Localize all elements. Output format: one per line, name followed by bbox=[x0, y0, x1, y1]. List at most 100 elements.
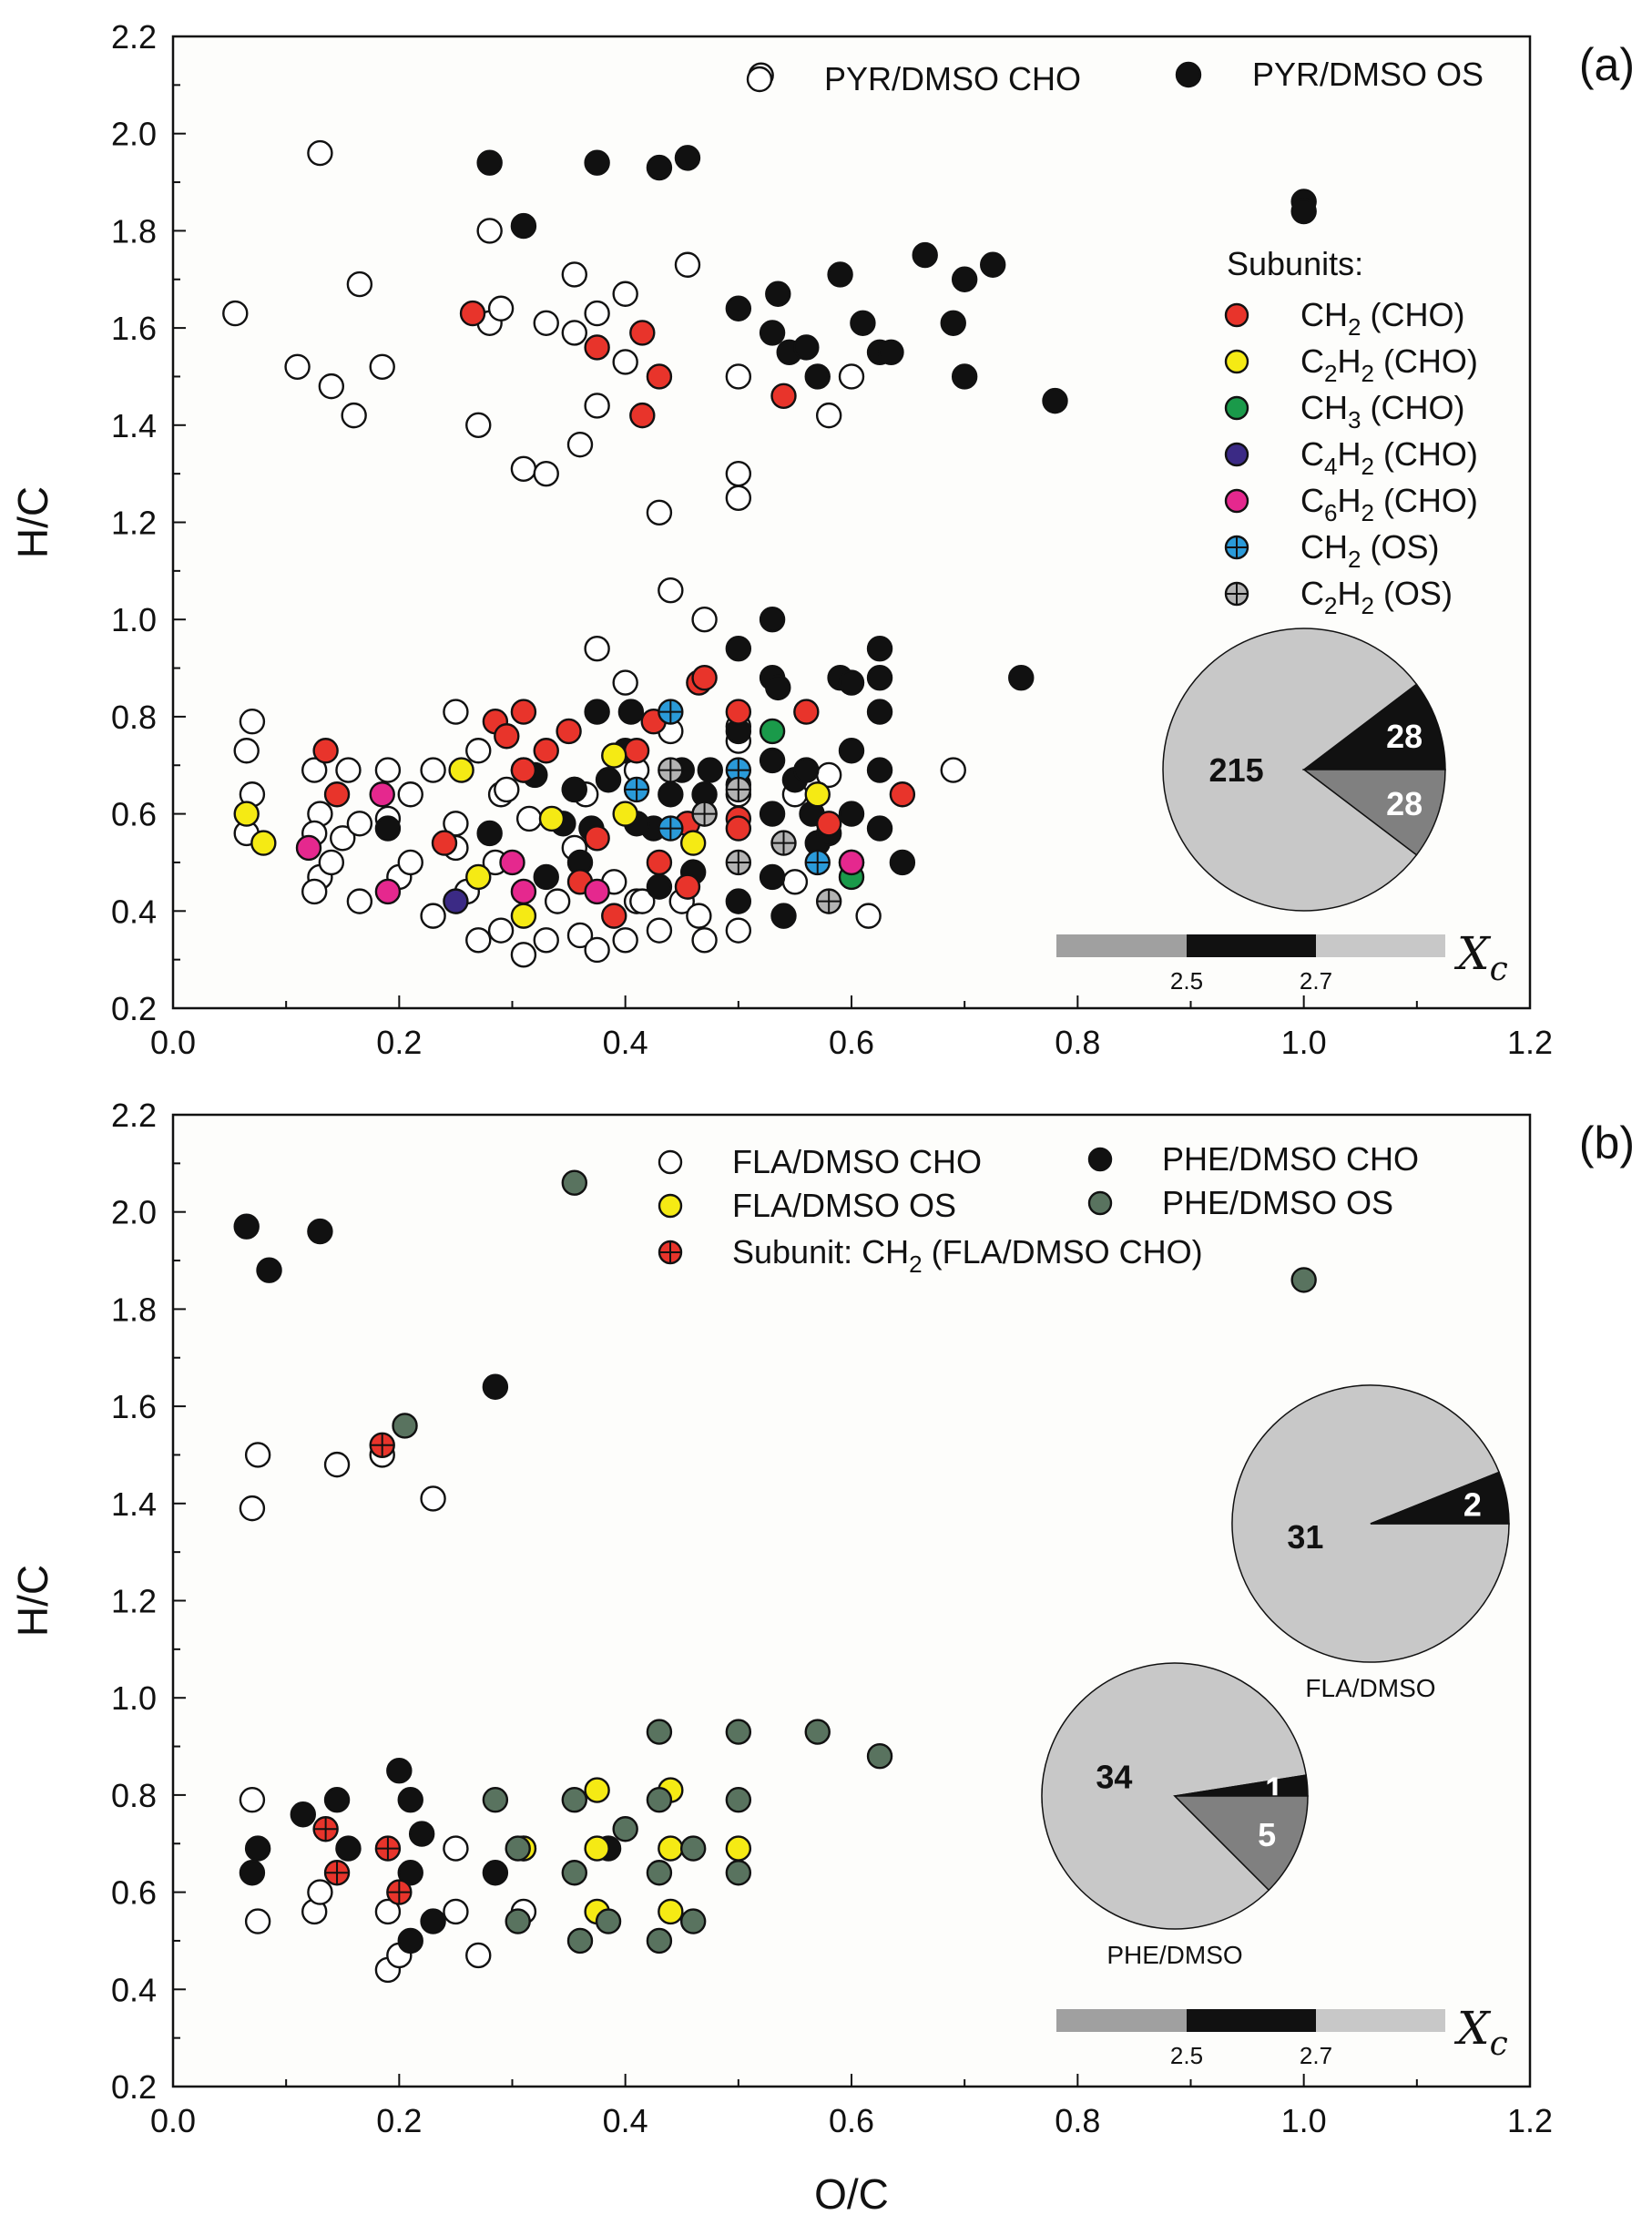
series-phe-dmso-os bbox=[392, 1169, 1317, 1954]
x-tick-label: 0.4 bbox=[603, 1024, 648, 1061]
point-pyr-dmso-cho bbox=[487, 917, 515, 944]
panel-label: (b) bbox=[1579, 1118, 1635, 1169]
pie-slice-label: 34 bbox=[1096, 1758, 1132, 1795]
point-pyr-dmso-os bbox=[725, 636, 752, 662]
point-ch2-cho bbox=[629, 402, 656, 429]
legend-label-formula: C6​H2​ (CHO) bbox=[1300, 482, 1478, 526]
point-c6h2-cho bbox=[295, 834, 322, 862]
point-phe-dmso-os bbox=[561, 1787, 587, 1813]
point-ch2-cho bbox=[623, 738, 650, 764]
panel-label: (a) bbox=[1579, 39, 1635, 90]
legend-marker-c6h2-cho bbox=[1224, 488, 1249, 514]
xc-label: Xc bbox=[1453, 2002, 1508, 2063]
point-ch2-cho bbox=[629, 320, 656, 346]
point-pyr-dmso-cho bbox=[584, 393, 610, 419]
point-pyr-dmso-os bbox=[951, 266, 978, 292]
xc-tick-label: 2.5 bbox=[1170, 967, 1203, 995]
point-pyr-dmso-cho bbox=[397, 781, 423, 808]
point-ch2-cho bbox=[584, 334, 610, 361]
point-pyr-dmso-os bbox=[827, 261, 853, 288]
point-pyr-dmso-cho bbox=[940, 757, 966, 783]
y-tick-label: 1.8 bbox=[111, 212, 157, 250]
point-pyr-dmso-cho bbox=[420, 903, 446, 929]
point-phe-dmso-os bbox=[561, 1169, 587, 1196]
y-tick-label: 0.8 bbox=[111, 1777, 157, 1814]
y-axis-title: H/C bbox=[9, 486, 56, 558]
legend: PYR/DMSO CHO PYR/DMSO OS Subunits: CH2​ (CH… bbox=[746, 56, 1484, 619]
point-pyr-dmso-cho bbox=[781, 869, 809, 895]
y-tick-label: 0.8 bbox=[111, 699, 157, 736]
point-pyr-dmso-os bbox=[866, 636, 893, 662]
point-pyr-dmso-cho bbox=[561, 261, 587, 288]
point-pyr-dmso-os bbox=[878, 339, 904, 365]
point-phe-dmso-cho bbox=[290, 1801, 316, 1828]
point-pyr-dmso-cho bbox=[725, 485, 752, 512]
x-tick-label: 0.4 bbox=[603, 2102, 648, 2139]
point-c2h2-cho bbox=[465, 863, 492, 891]
point-ch2-cho bbox=[556, 718, 582, 745]
x-tick-label: 1.2 bbox=[1507, 2102, 1553, 2139]
point-pyr-dmso-cho bbox=[443, 699, 469, 725]
point-c6h2-cho bbox=[499, 849, 525, 876]
point-pyr-dmso-os bbox=[1042, 387, 1068, 414]
point-fla-dmso-cho bbox=[323, 1451, 351, 1478]
y-tick-label: 0.2 bbox=[111, 990, 157, 1027]
point-pyr-dmso-cho bbox=[465, 738, 492, 764]
point-pyr-dmso-os bbox=[584, 149, 610, 176]
point-pyr-dmso-os bbox=[658, 781, 684, 808]
point-phe-dmso-os bbox=[646, 1719, 673, 1745]
legend-label: PHE/DMSO CHO bbox=[1162, 1140, 1419, 1178]
point-ch3-cho bbox=[759, 718, 786, 745]
y-tick-label: 1.6 bbox=[111, 1388, 157, 1425]
point-ch2-cho bbox=[770, 383, 797, 409]
panel-b: 0.0 0.2 0.4 0.6 0.8 1.0 1.20.20.40.60.81.01.21… bbox=[9, 1097, 1635, 2218]
y-tick-label: 1.4 bbox=[111, 407, 157, 444]
pie-caption: PHE/DMSO bbox=[1106, 1941, 1242, 1969]
point-phe-dmso-os bbox=[612, 1816, 638, 1842]
x-tick-label: 0.6 bbox=[829, 2102, 874, 2139]
legend-subunits-title: Subunits: bbox=[1227, 245, 1363, 282]
x-axis-title: O/C bbox=[814, 2170, 889, 2218]
legend-label: Subunit: CH2​ (FLA/DMSO CHO) bbox=[732, 1233, 1203, 1278]
point-ch2-cho bbox=[815, 811, 842, 837]
point-pyr-dmso-cho bbox=[494, 776, 520, 803]
pie-slice-label: 215 bbox=[1209, 751, 1264, 789]
point-c2h2-cho bbox=[250, 830, 277, 856]
legend-label: FLA/DMSO OS bbox=[732, 1187, 956, 1224]
point-ch2-cho bbox=[584, 825, 610, 852]
point-c6h2-cho bbox=[584, 878, 610, 905]
xc-tick-label: 2.7 bbox=[1300, 967, 1332, 995]
point-fla-dmso-os bbox=[725, 1835, 752, 1862]
point-c6h2-cho bbox=[369, 781, 395, 808]
point-pyr-dmso-cho bbox=[346, 270, 373, 298]
point-phe-dmso-os bbox=[1290, 1267, 1317, 1293]
point-pyr-dmso-os bbox=[674, 145, 701, 171]
point-ch2-cho bbox=[431, 830, 458, 856]
point-pyr-dmso-os bbox=[940, 310, 966, 336]
x-tick-label: 0.0 bbox=[150, 2102, 196, 2139]
point-ch2-cho bbox=[601, 903, 627, 929]
point-phe-dmso-os bbox=[392, 1413, 418, 1439]
point-c2h2-cho bbox=[679, 830, 707, 856]
xc-bar-segment bbox=[1187, 2009, 1316, 2032]
point-ch2-cho bbox=[725, 815, 752, 842]
point-fla-dmso-os bbox=[584, 1835, 610, 1862]
y-tick-label: 2.2 bbox=[111, 1097, 157, 1134]
point-ch2-cho bbox=[494, 723, 520, 750]
point-fla-dmso-cho bbox=[443, 1898, 469, 1925]
point-pyr-dmso-os bbox=[765, 281, 791, 307]
point-phe-dmso-cho bbox=[482, 1373, 509, 1400]
x-tick-label: 0.6 bbox=[829, 1024, 874, 1061]
point-ch2-cho bbox=[646, 849, 673, 876]
point-phe-dmso-cho bbox=[397, 1860, 423, 1886]
pie-slice bbox=[1301, 683, 1446, 771]
point-c2h2-cho bbox=[233, 801, 260, 827]
legend-label-formula: CH3​ (CHO) bbox=[1300, 389, 1464, 434]
point-pyr-dmso-cho bbox=[566, 431, 594, 458]
y-tick-label: 1.8 bbox=[111, 1291, 157, 1328]
point-pyr-dmso-cho bbox=[533, 310, 559, 336]
legend-marker-c2h2-cho bbox=[1224, 349, 1249, 374]
point-pyr-dmso-cho bbox=[487, 295, 515, 321]
point-phe-dmso-cho bbox=[482, 1860, 509, 1886]
